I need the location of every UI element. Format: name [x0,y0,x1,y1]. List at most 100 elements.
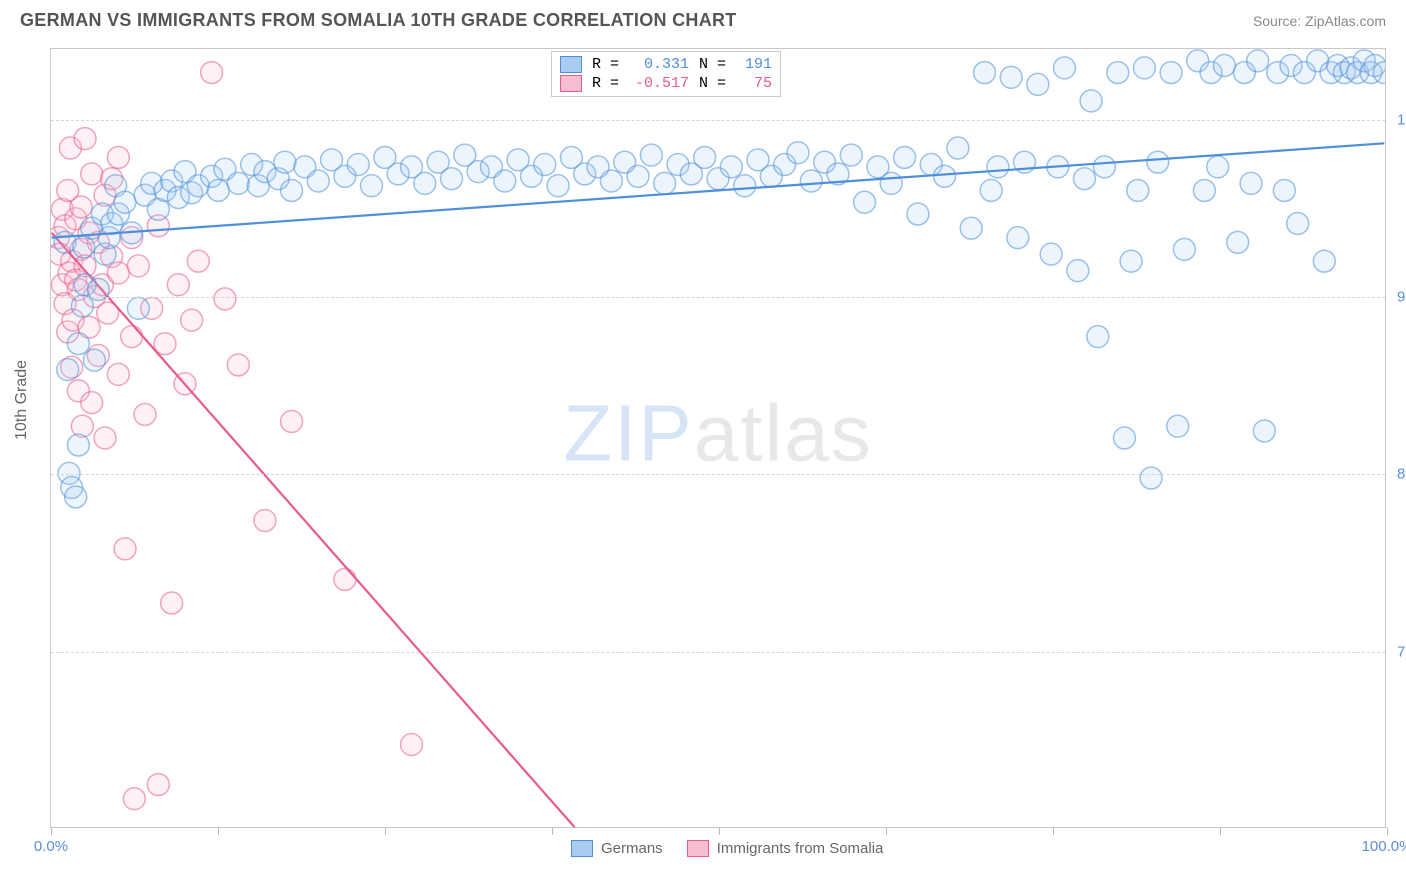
scatter-point [1280,55,1302,77]
legend-item-germans: Germans [571,840,663,857]
gridline [51,474,1385,475]
scatter-point [1087,326,1109,348]
gridline [51,120,1385,121]
scatter-point [74,128,96,150]
scatter-point [814,151,836,173]
scatter-point [294,156,316,178]
n-label: N = [699,56,726,73]
scatter-point [1353,50,1375,72]
scatter-point [560,146,582,168]
scatter-point [57,359,79,381]
chart-plot-area: ZIPatlas R = 0.331 N = 191 R = -0.517 N … [50,48,1386,828]
scatter-point [187,250,209,272]
scatter-point [73,236,95,258]
legend-item-somalia: Immigrants from Somalia [687,840,884,857]
scatter-point [667,154,689,176]
scatter-point [1360,62,1382,84]
y-axis-title: 10th Grade [13,360,31,440]
watermark: ZIPatlas [563,387,872,479]
scatter-point [1120,250,1142,272]
scatter-point [1307,50,1329,72]
x-tick-label: 0.0% [34,838,68,855]
regression-line [52,143,1385,237]
scatter-point [1173,238,1195,260]
scatter-point [1187,50,1209,72]
source-label: Source: ZipAtlas.com [1253,13,1386,29]
scatter-point [1227,231,1249,253]
scatter-point [627,165,649,187]
scatter-point [58,262,80,284]
n-label: N = [699,75,726,92]
scatter-point [1267,62,1289,84]
scatter-point [827,163,849,185]
scatter-point [760,165,782,187]
scatter-point [207,179,229,201]
scatter-point [51,274,73,296]
scatter-point [101,168,123,190]
scatter-point [441,168,463,190]
r-label: R = [592,56,619,73]
swatch-somalia [560,75,582,92]
chart-title: GERMAN VS IMMIGRANTS FROM SOMALIA 10TH G… [20,10,737,31]
scatter-point [1093,156,1115,178]
scatter-point [1073,168,1095,190]
scatter-point [1193,179,1215,201]
scatter-point [214,288,236,310]
scatter-point [227,354,249,376]
scatter-point [81,392,103,414]
scatter-point [81,163,103,185]
scatter-point [147,198,169,220]
scatter-point [534,154,556,176]
scatter-point [174,373,196,395]
scatter-point [141,172,163,194]
scatter-point [480,156,502,178]
scatter-point [51,227,69,249]
scatter-point [147,774,169,796]
scatter-point [147,215,169,237]
scatter-point [51,243,71,265]
x-tick [1053,827,1054,835]
scatter-point [1333,62,1355,84]
y-tick-label: 92.5% [1397,289,1406,306]
y-tick-label: 100.0% [1397,111,1406,128]
swatch-germans [560,56,582,73]
swatch-somalia-bottom [687,840,709,857]
scatter-point [107,363,129,385]
scatter-point [1167,415,1189,437]
scatter-point [1287,212,1309,234]
scatter-point [87,231,109,253]
scatter-point [214,158,236,180]
scatter-point [127,255,149,277]
scatter-point [281,179,303,201]
scatter-point [980,179,1002,201]
scatter-point [161,170,183,192]
x-tick [1387,827,1388,835]
scatter-point [107,146,129,168]
x-tick [218,827,219,835]
scatter-svg [51,49,1385,827]
scatter-point [70,238,92,260]
scatter-point [1160,62,1182,84]
scatter-point [121,326,143,348]
scatter-point [640,144,662,166]
n-value-somalia: 75 [736,75,772,92]
scatter-point [1147,151,1169,173]
scatter-point [58,462,80,484]
scatter-point [1047,156,1069,178]
scatter-point [123,788,145,810]
scatter-point [694,146,716,168]
scatter-point [54,293,76,315]
scatter-point [1253,420,1275,442]
scatter-point [614,151,636,173]
scatter-point [59,137,81,159]
scatter-point [54,231,76,253]
scatter-point [520,165,542,187]
scatter-point [134,403,156,425]
scatter-point [334,568,356,590]
scatter-point [934,165,956,187]
scatter-point [1233,62,1255,84]
scatter-point [94,184,116,206]
scatter-point [1027,73,1049,95]
scatter-point [680,163,702,185]
scatter-point [787,142,809,164]
